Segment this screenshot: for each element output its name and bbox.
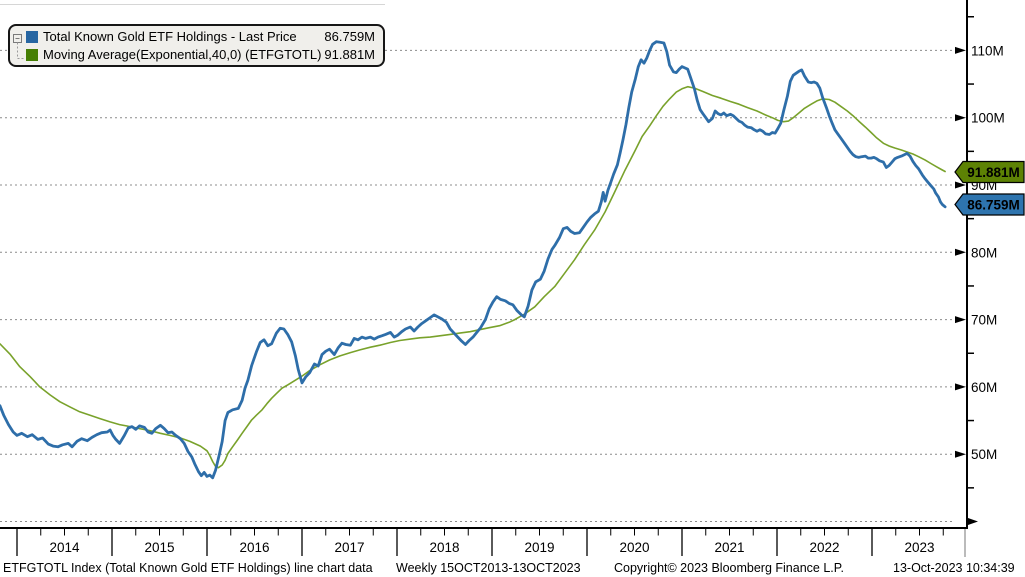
y-axis-label-70M: 70M (971, 313, 997, 328)
price-line[interactable] (0, 40, 947, 480)
y-axis-label-50M: 50M (971, 447, 997, 462)
ma-badge-shape (954, 160, 1025, 184)
x-year-label-2021: 2021 (714, 540, 744, 555)
y-tick-arrow-60 (955, 383, 966, 391)
y-axis-label-110M: 110M (971, 43, 1004, 58)
y-axis-label-60M: 60M (971, 380, 997, 395)
y-tick-arrow-80 (955, 248, 966, 256)
y-tick-arrow-40 (968, 518, 978, 525)
series-layer (0, 40, 947, 480)
x-year-label-2015: 2015 (144, 540, 174, 555)
top-divider (0, 4, 385, 5)
legend-row-price[interactable]: Total Known Gold ETF Holdings - Last Pri… (26, 29, 383, 44)
x-year-label-2019: 2019 (524, 540, 554, 555)
ma-series-label: Moving Average(Exponential,40,0) (ETFGTO… (43, 47, 322, 62)
x-year-label-2016: 2016 (239, 540, 269, 555)
ma-line[interactable] (0, 85, 946, 469)
ma-badge-value: 91.881M (967, 165, 1020, 180)
footer-timestamp: 13-Oct-2023 10:34:39 (893, 561, 1015, 575)
legend-row-ma[interactable]: Moving Average(Exponential,40,0) (ETFGTO… (26, 47, 383, 62)
legend-box[interactable]: Total Known Gold ETF Holdings - Last Pri… (8, 24, 385, 67)
y-tick-arrow-110 (955, 46, 966, 54)
y-axis-label-100M: 100M (971, 111, 1005, 126)
x-year-label-2018: 2018 (429, 540, 459, 555)
ma-price-badge: 91.881M (954, 160, 1025, 184)
price-series-label: Total Known Gold ETF Holdings - Last Pri… (43, 29, 297, 44)
x-year-label-2017: 2017 (334, 540, 364, 555)
ma-series-swatch (26, 48, 38, 61)
last-badge-shape (954, 193, 1025, 216)
y-tick-arrow-70 (955, 316, 966, 324)
ma-series-value: 91.881M (324, 47, 375, 62)
y-tick-arrow-90 (955, 181, 966, 189)
chart-footer: ETFGTOTL Index (Total Known Gold ETF Hol… (0, 561, 1025, 577)
last-badge-value: 86.759M (967, 198, 1020, 213)
last-price-badge: 86.759M (954, 193, 1025, 216)
x-year-label-2014: 2014 (49, 540, 80, 555)
legend-expander-icon[interactable] (12, 32, 28, 66)
y-tick-arrow-50 (955, 450, 966, 458)
footer-date-range: Weekly 15OCT2013-13OCT2023 (396, 561, 581, 575)
price-series-value: 86.759M (324, 29, 375, 44)
x-year-label-2020: 2020 (619, 540, 649, 555)
y-tick-arrow-100 (955, 114, 966, 122)
price-series-swatch (26, 30, 38, 43)
footer-description: ETFGTOTL Index (Total Known Gold ETF Hol… (3, 561, 373, 575)
x-year-label-2022: 2022 (809, 540, 839, 555)
footer-copyright: Copyright© 2023 Bloomberg Finance L.P. (614, 561, 844, 575)
x-year-label-2023: 2023 (904, 540, 934, 555)
y-axis-label-80M: 80M (971, 245, 997, 260)
